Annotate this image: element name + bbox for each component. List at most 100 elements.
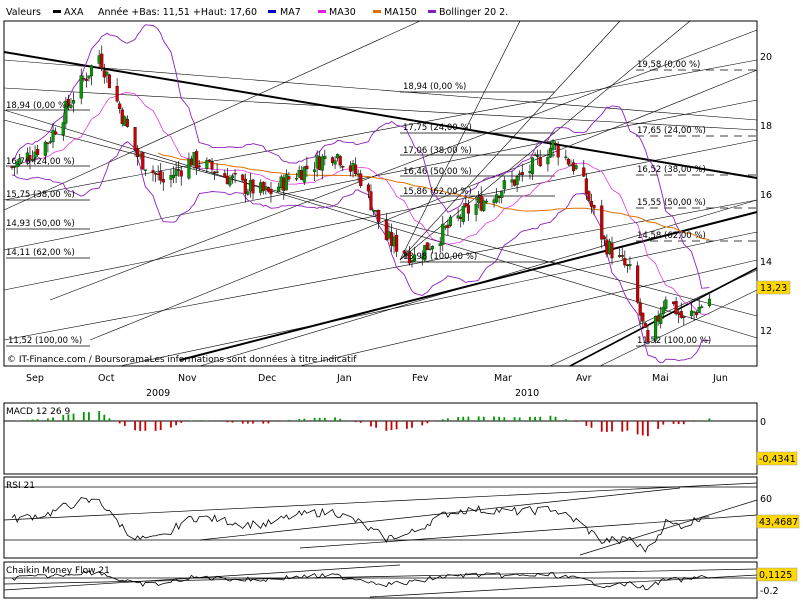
fib-label: 15,55 (50,00 %)	[637, 198, 706, 208]
candle-body	[336, 154, 340, 159]
legend-ma7[interactable]: MA7	[280, 7, 301, 18]
macd-last-value: -0,4341	[759, 454, 796, 465]
candle-body	[133, 127, 137, 150]
macd-bar	[426, 421, 429, 424]
candle-body	[161, 179, 165, 183]
candle-body	[407, 251, 411, 264]
macd-y-tick: 0	[760, 417, 766, 428]
candle-body	[569, 164, 573, 167]
candle-body	[584, 178, 588, 195]
x-month-label: Jun	[712, 373, 728, 384]
candle-body	[125, 118, 129, 127]
candle-body	[461, 205, 465, 222]
candle-body	[625, 264, 629, 266]
ma150-path	[157, 152, 710, 240]
macd-frame	[3, 402, 758, 475]
y-tick-label: 14	[760, 257, 772, 268]
chaikin-y-tick: -0.2	[760, 586, 779, 597]
ma150-line	[157, 152, 710, 240]
fib-label: 18,94 (0,00 %)	[6, 101, 69, 111]
legend: Valeurs AXA Année +Bas: 11,51 +Haut: 17,…	[6, 7, 508, 18]
candle-body	[64, 100, 68, 124]
candle-body	[497, 196, 501, 198]
candle-body	[187, 158, 191, 179]
candle-body	[548, 147, 553, 158]
legend-ma30[interactable]: MA30	[329, 7, 356, 18]
trend-line	[89, 69, 758, 341]
chaikin-path	[11, 570, 710, 591]
candle-body	[438, 243, 442, 246]
candle-body	[533, 154, 537, 157]
candle-body	[66, 98, 70, 107]
candle-body	[654, 316, 658, 341]
legend-ma150-swatch	[373, 10, 381, 13]
candle-body	[354, 164, 358, 175]
candles	[10, 45, 711, 345]
candle-body	[413, 254, 417, 262]
macd-bar	[318, 417, 321, 421]
candle-body	[582, 167, 586, 177]
chaikin-line	[3, 564, 758, 598]
macd-bar	[698, 420, 701, 421]
legend-label: Valeurs	[6, 7, 41, 18]
candle-body	[225, 175, 229, 185]
candle-body	[536, 155, 540, 157]
candle-body	[356, 173, 360, 175]
macd-bar	[231, 421, 234, 423]
candle-body	[351, 163, 355, 171]
candle-body	[359, 173, 363, 187]
candle-body	[502, 180, 506, 190]
legend-ma150[interactable]: MA150	[384, 7, 417, 18]
legend-ma7-swatch	[268, 10, 276, 13]
candle-body	[338, 156, 342, 166]
candle-body	[315, 155, 319, 169]
candle-body	[602, 236, 606, 240]
price-panel: 18,94 (0,00 %) 17,75 (24,00 %) 17,06 (38…	[3, 20, 791, 367]
x-year-label: 2010	[515, 388, 539, 399]
candle-body	[169, 175, 173, 180]
macd-bar	[441, 419, 444, 421]
chaikin-trend-line	[3, 568, 758, 585]
macd-bar	[159, 421, 162, 431]
candle-body	[323, 155, 327, 159]
macd-bar	[36, 419, 39, 421]
candle-body	[484, 200, 488, 203]
x-axis: Sep Oct Nov Dec Jan Fev Mar Avr Mai Jun …	[26, 373, 728, 399]
fib-label: 14,11 (62,00 %)	[6, 248, 75, 258]
candle-body	[589, 201, 594, 207]
candle-body	[320, 156, 324, 171]
candle-body	[425, 242, 429, 251]
macd-bar	[682, 421, 685, 425]
rsi-path	[11, 497, 710, 553]
trend-line	[3, 59, 758, 121]
candle-body	[387, 231, 391, 239]
rsi-trend-line	[579, 499, 758, 556]
macd-bar	[621, 421, 624, 432]
candle-body	[574, 165, 578, 169]
candle-body	[697, 307, 701, 313]
candle-body	[28, 155, 32, 161]
macd-bar	[303, 418, 306, 421]
candle-body	[102, 70, 106, 78]
candle-body	[46, 142, 50, 144]
trend-line	[3, 99, 758, 251]
macd-last-badge	[756, 451, 798, 466]
candle-body	[156, 173, 160, 176]
y-tick-label: 20	[760, 52, 772, 63]
candle-body	[197, 165, 201, 167]
legend-bollinger[interactable]: Bollinger 20 2.	[439, 7, 508, 18]
last-price-badge	[756, 280, 791, 295]
chaikin-trend-line	[3, 564, 401, 591]
macd-bar	[323, 417, 326, 421]
candle-body	[138, 154, 142, 157]
candle-body	[430, 245, 435, 250]
candle-body	[266, 187, 270, 192]
candle-body	[510, 179, 514, 183]
candle-body	[518, 173, 522, 175]
macd-bar	[26, 420, 29, 421]
candle-body	[571, 162, 576, 172]
macd-bar	[457, 417, 460, 421]
candle-body	[30, 159, 35, 161]
candle-body	[587, 191, 591, 201]
candle-body	[689, 310, 694, 316]
